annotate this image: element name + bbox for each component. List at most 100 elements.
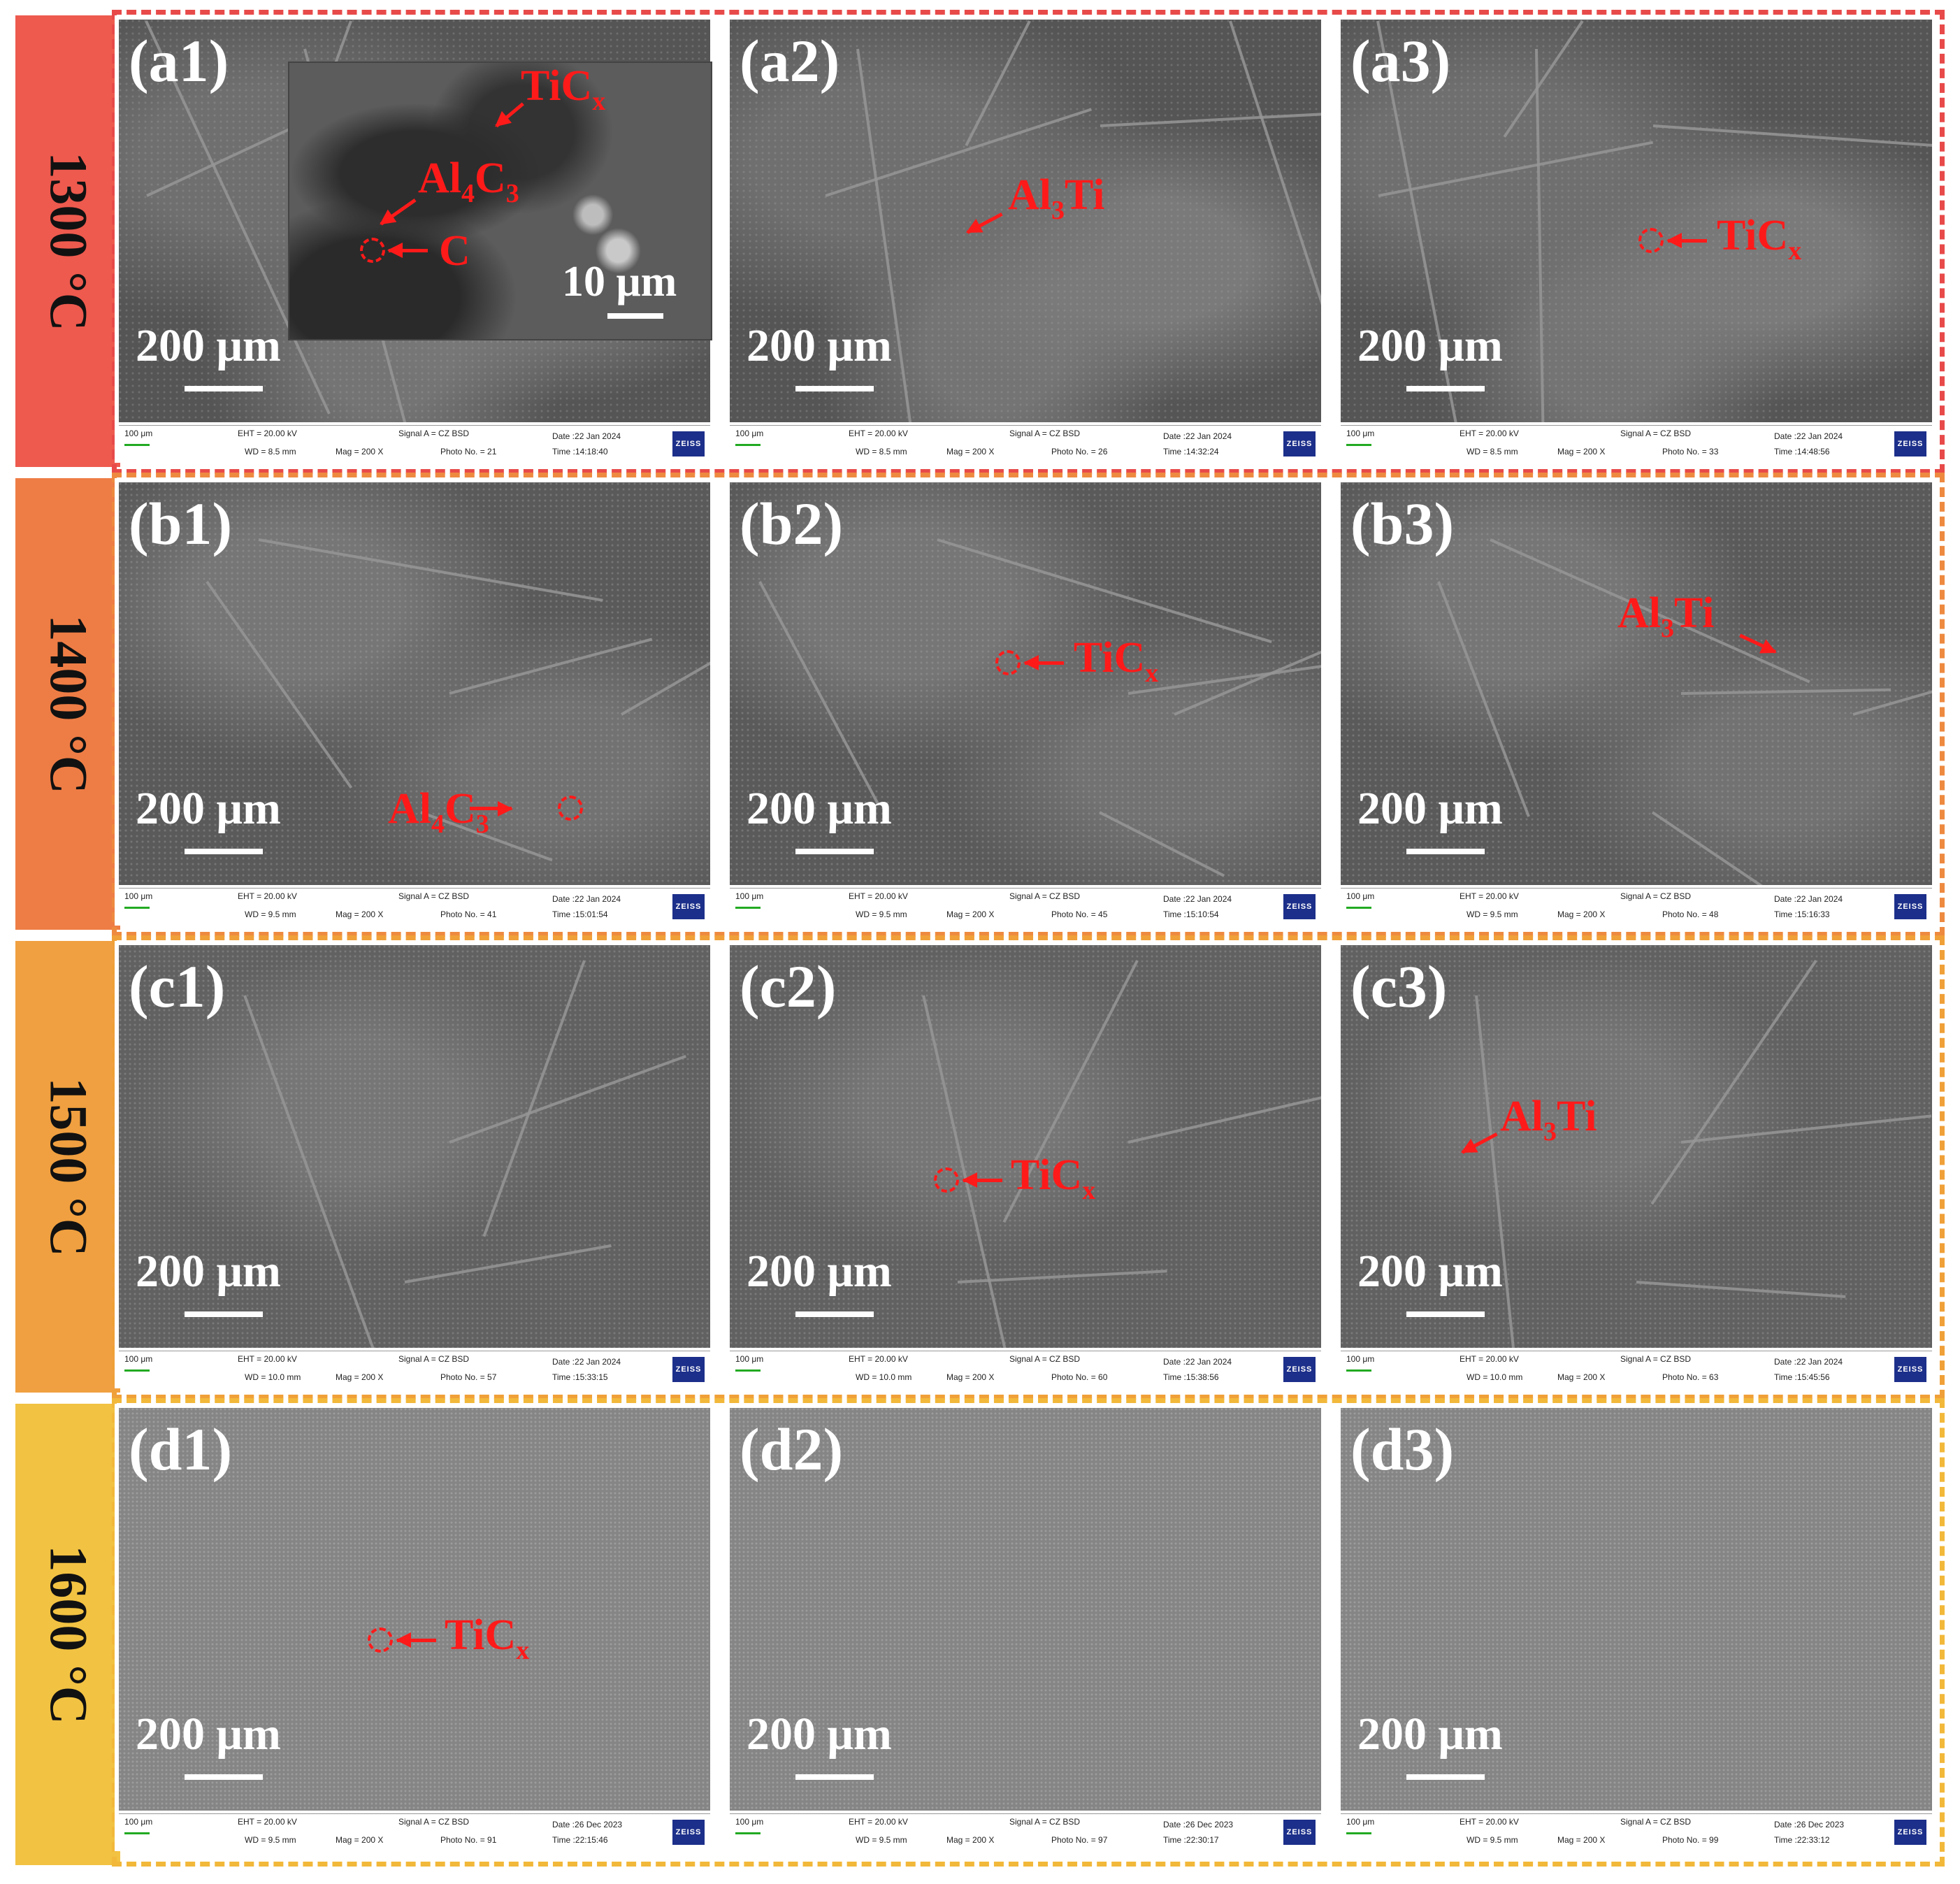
sem-info-strip: 100 μm EHT = 20.00 kV WD = 10.0 mm Signal A… bbox=[730, 1351, 1321, 1388]
annotation-tic: TiCx bbox=[521, 62, 606, 116]
al3ti-needle bbox=[965, 20, 1031, 147]
panel-label: (d1) bbox=[129, 1416, 233, 1483]
info-photo: Photo No. = 26 bbox=[1051, 447, 1108, 456]
info-eht: EHT = 20.00 kV bbox=[1460, 891, 1519, 901]
micrograph-panel-b2: (b2) 200 μm 100 μm EHT = 20.00 kV WD = 9.5 m… bbox=[726, 478, 1325, 926]
info-signal: Signal A = CZ BSD bbox=[1009, 1354, 1081, 1364]
sem-info-strip: 100 μm EHT = 20.00 kV WD = 9.5 mm Signal A … bbox=[1341, 1813, 1932, 1850]
info-time: Time :15:33:15 bbox=[552, 1372, 608, 1382]
info-date: Date :22 Jan 2024 bbox=[1774, 894, 1843, 904]
al3ti-needle bbox=[1099, 811, 1225, 877]
zeiss-logo: ZEISS bbox=[1894, 894, 1926, 919]
info-eht: EHT = 20.00 kV bbox=[1460, 429, 1519, 438]
info-time: Time :22:15:46 bbox=[552, 1835, 608, 1845]
zeiss-logo: ZEISS bbox=[672, 431, 705, 456]
info-scale: 100 μm bbox=[124, 891, 153, 901]
info-eht: EHT = 20.00 kV bbox=[849, 1354, 908, 1364]
info-mag: Mag = 200 X bbox=[336, 909, 384, 919]
micrograph-panel-a3: (a3) 200 μm 100 μm EHT = 20.00 kV WD = 8.5 m… bbox=[1336, 15, 1936, 463]
info-scale-line bbox=[1346, 1832, 1371, 1834]
sem-image bbox=[119, 1408, 710, 1811]
info-time: Time :15:38:56 bbox=[1163, 1372, 1219, 1382]
info-wd: WD = 9.5 mm bbox=[245, 909, 296, 919]
scale-bar bbox=[185, 849, 263, 854]
al3ti-needle bbox=[1174, 631, 1321, 716]
info-scale: 100 μm bbox=[1346, 891, 1375, 901]
sem-info-strip: 100 μm EHT = 20.00 kV WD = 9.5 mm Signal A … bbox=[1341, 888, 1932, 925]
al3ti-needle bbox=[1503, 20, 1584, 138]
info-scale: 100 μm bbox=[735, 429, 764, 438]
al3ti-needle bbox=[1229, 20, 1321, 422]
info-signal: Signal A = CZ BSD bbox=[1620, 429, 1692, 438]
sem-info-strip: 100 μm EHT = 20.00 kV WD = 10.0 mm Signal A… bbox=[119, 1351, 710, 1388]
info-signal: Signal A = CZ BSD bbox=[1009, 429, 1081, 438]
info-signal: Signal A = CZ BSD bbox=[398, 1817, 470, 1827]
scale-bar bbox=[795, 1774, 874, 1780]
scale-bar bbox=[185, 386, 263, 391]
info-scale-line bbox=[735, 1832, 761, 1834]
al3ti-needle bbox=[1852, 655, 1932, 716]
annotation-arrow bbox=[387, 243, 428, 258]
sem-image bbox=[1341, 1408, 1932, 1811]
info-scale-line bbox=[1346, 1369, 1371, 1372]
info-scale-line bbox=[735, 444, 761, 446]
micrograph-panel-b1: (b1) 200 μm 100 μm EHT = 20.00 kV WD = 9.5 m… bbox=[115, 478, 714, 926]
temperature-label: 1400 °C bbox=[38, 614, 98, 794]
annotation-arrow bbox=[962, 1172, 1002, 1188]
annotation-al4c3: Al4C3 bbox=[418, 154, 519, 208]
scale-bar-label: 200 μm bbox=[747, 783, 892, 834]
al3ti-needle bbox=[758, 581, 879, 805]
info-photo: Photo No. = 41 bbox=[440, 909, 497, 919]
micrograph-panel-d1: (d1) 200 μm 100 μm EHT = 20.00 kV WD = 9.5 m… bbox=[115, 1404, 714, 1851]
info-eht: EHT = 20.00 kV bbox=[1460, 1817, 1519, 1827]
sem-image bbox=[119, 945, 710, 1348]
annotation-arrow bbox=[396, 1632, 436, 1648]
info-time: Time :22:33:12 bbox=[1774, 1835, 1830, 1845]
info-photo: Photo No. = 57 bbox=[440, 1372, 497, 1382]
sem-image bbox=[730, 945, 1321, 1348]
info-signal: Signal A = CZ BSD bbox=[1009, 891, 1081, 901]
sem-image bbox=[730, 482, 1321, 885]
micrograph-panel-c3: (c3) 200 μm 100 μm EHT = 20.00 kV WD = 10.0 … bbox=[1336, 941, 1936, 1388]
info-photo: Photo No. = 97 bbox=[1051, 1835, 1108, 1845]
scale-bar bbox=[1406, 1311, 1485, 1317]
info-wd: WD = 9.5 mm bbox=[856, 909, 907, 919]
zeiss-logo: ZEISS bbox=[1283, 1820, 1316, 1845]
info-photo: Photo No. = 48 bbox=[1662, 909, 1719, 919]
info-date: Date :22 Jan 2024 bbox=[1774, 1357, 1843, 1367]
info-mag: Mag = 200 X bbox=[946, 1835, 995, 1845]
annotation-tic: TiCx bbox=[445, 1611, 530, 1665]
al3ti-needle bbox=[1651, 811, 1769, 885]
panel-label: (b2) bbox=[740, 490, 844, 557]
info-time: Time :15:16:33 bbox=[1774, 909, 1830, 919]
scale-bar-label: 200 μm bbox=[1357, 783, 1503, 834]
temperature-label: 1500 °C bbox=[38, 1077, 98, 1257]
annotation-al3ti: Al3Ti bbox=[1008, 171, 1105, 225]
info-eht: EHT = 20.00 kV bbox=[238, 1354, 297, 1364]
sem-info-strip: 100 μm EHT = 20.00 kV WD = 10.0 mm Signal A… bbox=[1341, 1351, 1932, 1388]
info-scale: 100 μm bbox=[1346, 1817, 1375, 1827]
micrograph-panel-c1: (c1) 200 μm 100 μm EHT = 20.00 kV WD = 10.0 … bbox=[115, 941, 714, 1388]
info-time: Time :14:32:24 bbox=[1163, 447, 1219, 456]
info-scale-line bbox=[1346, 907, 1371, 909]
info-scale: 100 μm bbox=[1346, 429, 1375, 438]
row-label-1400: 1400 °C bbox=[15, 478, 120, 930]
scale-bar bbox=[1406, 849, 1485, 854]
info-time: Time :22:30:17 bbox=[1163, 1835, 1219, 1845]
al3ti-needle bbox=[258, 538, 603, 602]
panel-label: (c3) bbox=[1350, 953, 1448, 1020]
info-eht: EHT = 20.00 kV bbox=[849, 1817, 908, 1827]
annotation-arrow bbox=[1023, 655, 1064, 670]
zeiss-logo: ZEISS bbox=[1894, 1820, 1926, 1845]
al3ti-needle bbox=[404, 1244, 612, 1283]
info-wd: WD = 9.5 mm bbox=[1467, 1835, 1518, 1845]
info-photo: Photo No. = 91 bbox=[440, 1835, 497, 1845]
info-eht: EHT = 20.00 kV bbox=[849, 891, 908, 901]
scale-bar-label: 200 μm bbox=[136, 1709, 281, 1760]
scale-bar-label: 200 μm bbox=[136, 783, 281, 834]
info-time: Time :15:45:56 bbox=[1774, 1372, 1830, 1382]
info-scale-line bbox=[735, 907, 761, 909]
annotation-al3ti: Al3Ti bbox=[1500, 1093, 1597, 1146]
annotation-tic: TiCx bbox=[1074, 634, 1159, 688]
sem-info-strip: 100 μm EHT = 20.00 kV WD = 9.5 mm Signal A … bbox=[730, 888, 1321, 925]
